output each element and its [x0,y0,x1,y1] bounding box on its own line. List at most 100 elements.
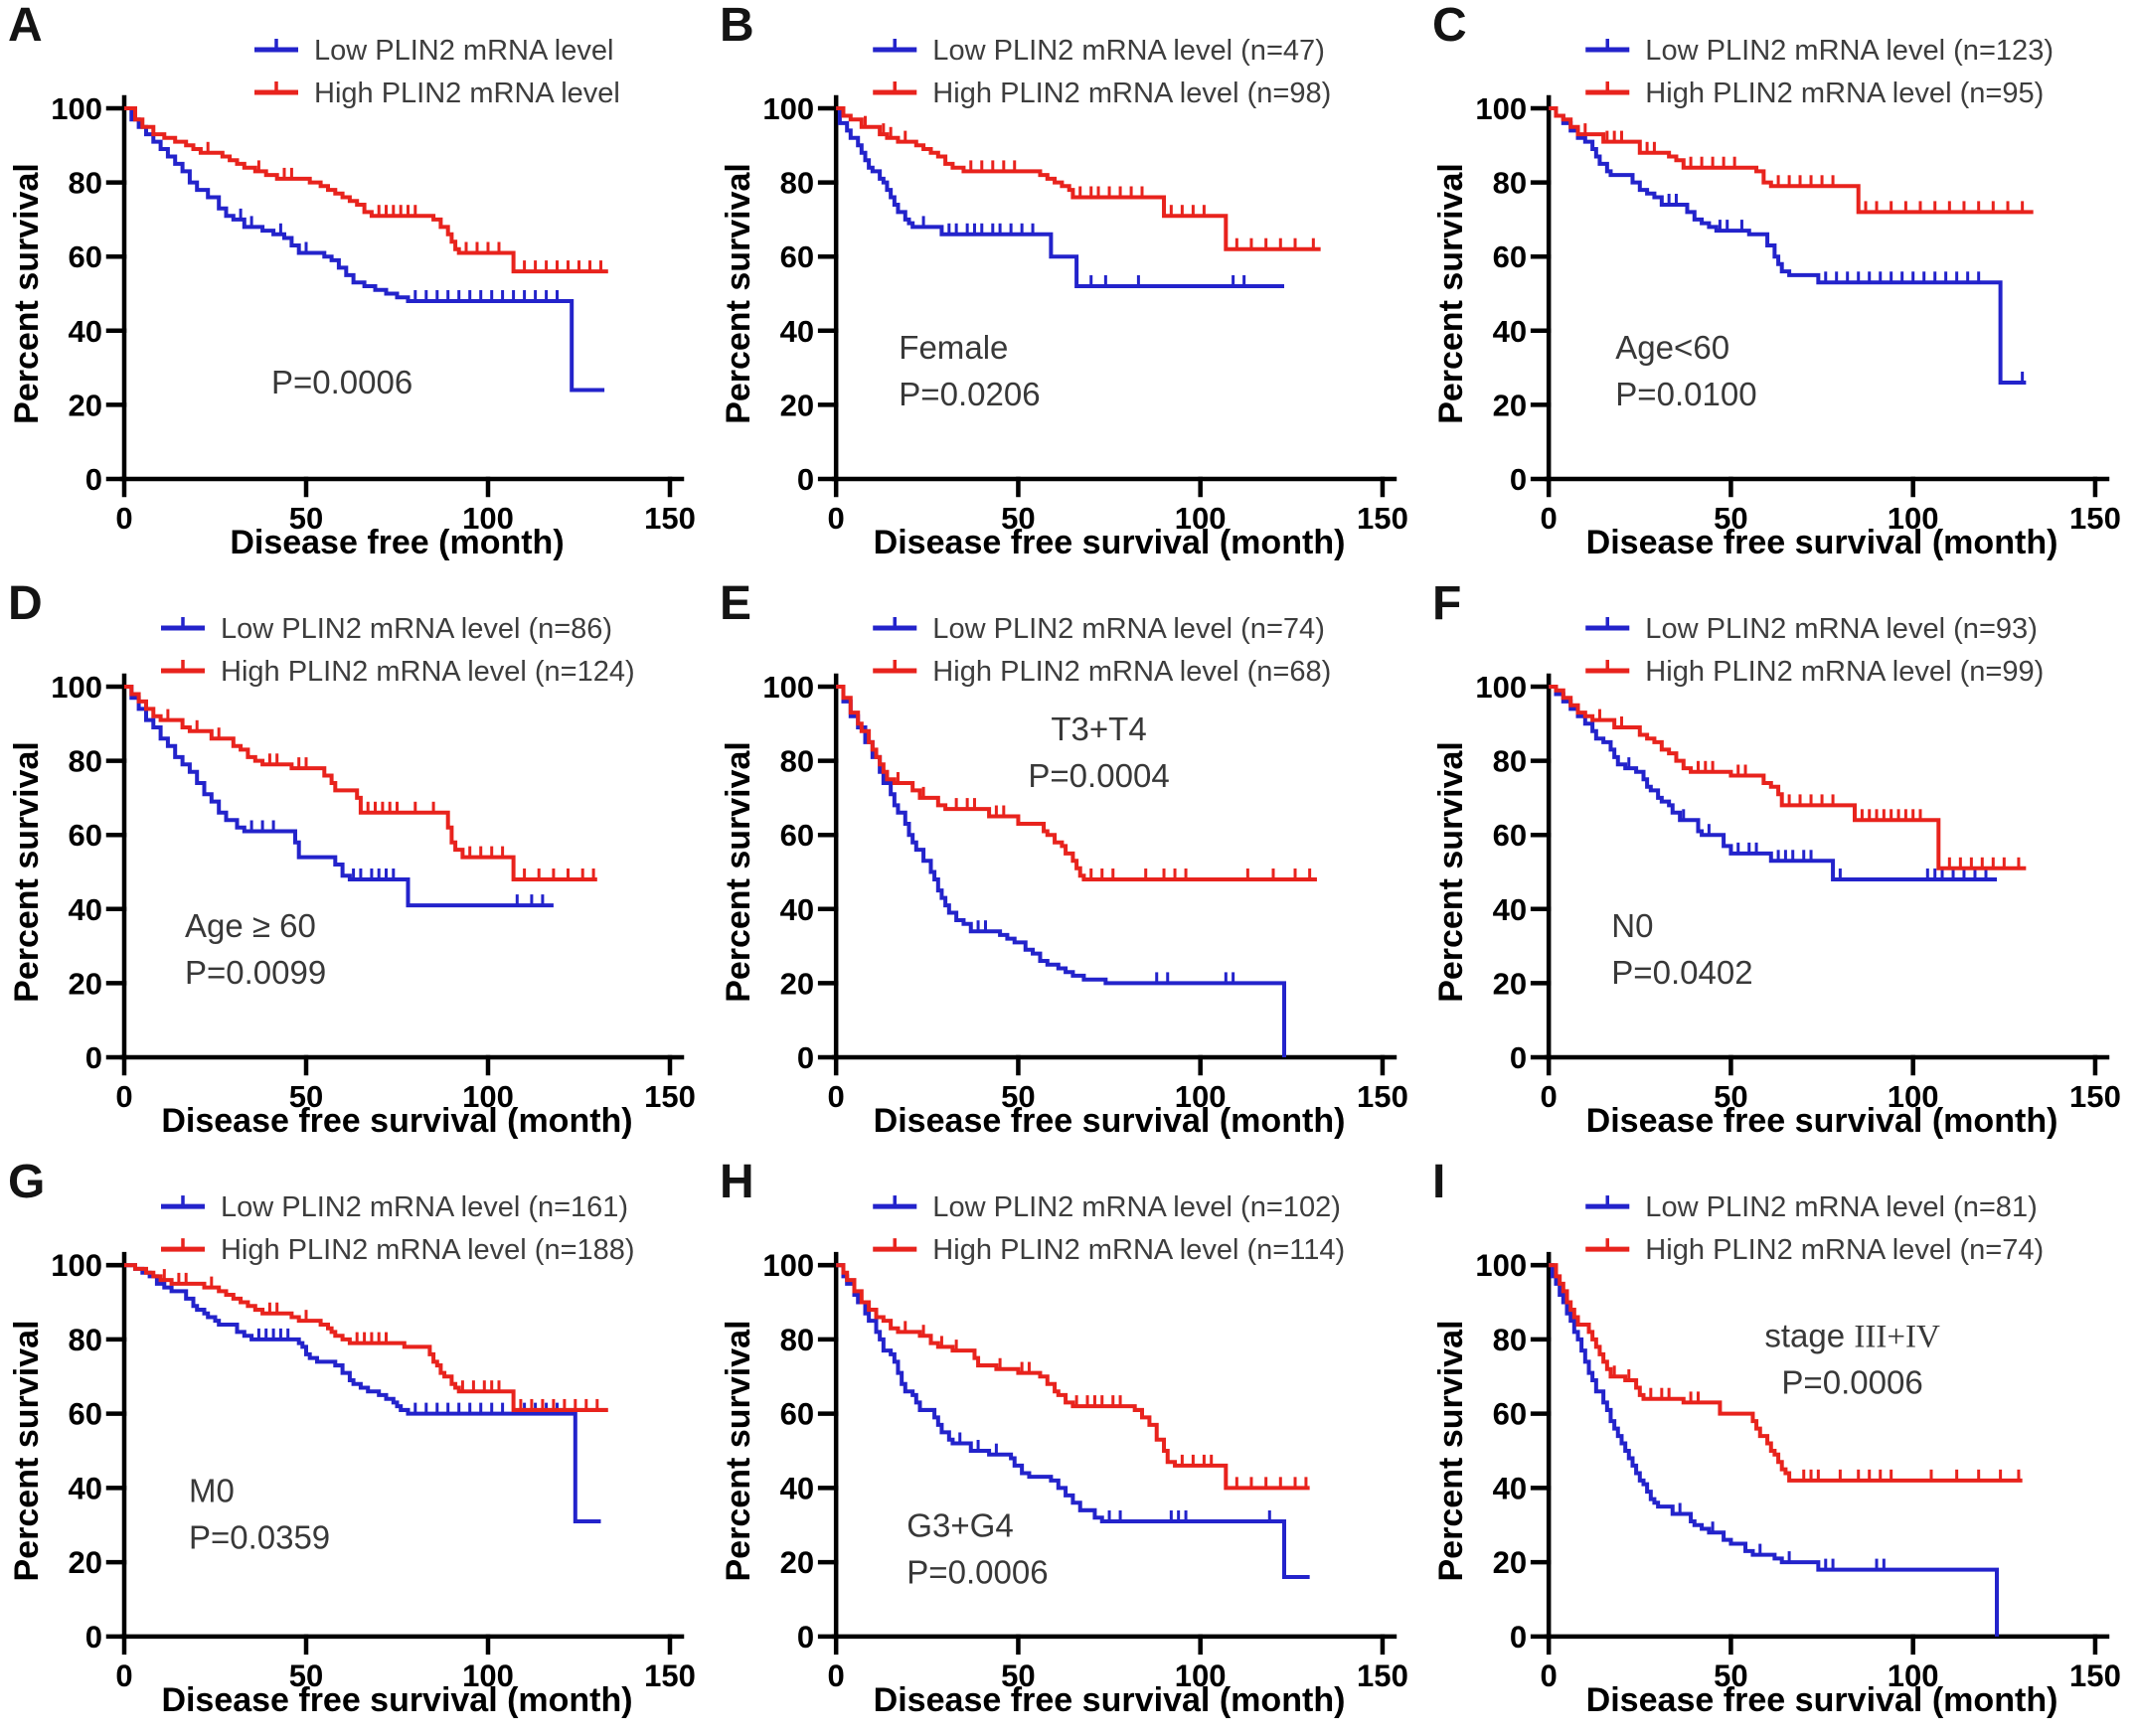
x-tick-label: 150 [644,1658,696,1693]
panel-e: 0 50 100 150 0 20 40 60 80 100 Disease free surviv… [712,578,1424,1157]
legend-item: Low PLIN2 mRNA level (n=123) [1585,35,2054,67]
legend-item: High PLIN2 mRNA level (n=99) [1585,656,2044,688]
y-tick-label: 80 [780,1323,815,1357]
x-tick-label: 0 [828,1079,845,1114]
y-tick-label: 60 [780,818,815,853]
x-tick-label: 50 [289,1079,323,1114]
y-axis-title: Percent survival [1432,1320,1470,1581]
legend-item: Low PLIN2 mRNA level (n=74) [873,613,1325,645]
y-tick-label: 40 [69,892,102,927]
x-tick-label: 100 [462,1079,514,1114]
y-tick-label: 60 [1493,1397,1528,1432]
panel-letter-f: F [1432,578,1462,630]
axes [817,1251,1397,1656]
legend-label: High PLIN2 mRNA level (n=99) [1645,656,2044,688]
y-axis-title: Percent survival [720,1320,757,1581]
y-tick-label: 20 [69,388,102,422]
x-tick-label: 50 [289,501,323,536]
y-tick-label: 20 [1493,388,1528,422]
x-tick-label: 150 [2069,1079,2121,1114]
x-tick-label: 0 [828,1658,845,1693]
y-tick-label: 20 [69,966,102,1001]
x-tick-label: 0 [115,1658,132,1693]
y-tick-label: 100 [762,670,814,705]
legend-label: Low PLIN2 mRNA level (n=161) [221,1191,628,1223]
y-tick-label: 60 [780,1397,815,1432]
x-tick-label: 150 [644,1079,696,1114]
low-series-curve [124,1263,601,1524]
annotation-text: P=0.0006 [271,364,412,400]
y-tick-label: 80 [1493,744,1528,779]
high-series-curve [124,1263,608,1412]
low-series-curve [1549,106,2027,385]
x-axis-title: Disease free survival (month) [874,1681,1346,1719]
y-tick-label: 100 [1475,1248,1527,1283]
panel-letter-h: H [720,1157,754,1208]
x-axis-title: Disease free survival (month) [1586,1102,2058,1140]
panel-d: 0 50 100 150 0 20 40 60 80 100 Disease free surviv… [0,578,712,1157]
panel-a: 0 50 100 150 0 20 40 60 80 100 Disease free (month… [0,0,712,578]
y-tick-label: 80 [1493,1323,1528,1357]
y-axis-title: Percent survival [1432,163,1470,424]
annotation-text: Female [899,329,1008,366]
legend-label: Low PLIN2 mRNA level (n=74) [932,613,1325,645]
legend-item: Low PLIN2 mRNA level [254,35,613,67]
annotation-text: P=0.0006 [906,1555,1048,1592]
x-tick-label: 50 [1001,501,1036,536]
panel-letter-g: G [8,1157,46,1208]
x-tick-label: 0 [1541,1658,1558,1693]
x-tick-label: 150 [1357,501,1408,536]
x-tick-label: 0 [1541,1079,1558,1114]
y-tick-label: 100 [1475,91,1527,126]
y-tick-label: 80 [69,744,102,779]
legend-item: Low PLIN2 mRNA level (n=161) [161,1191,628,1223]
panel-letter-b: B [720,0,754,52]
high-series-curve [836,1263,1310,1491]
y-tick-label: 80 [780,166,815,201]
legend-label: High PLIN2 mRNA level (n=74) [1645,1234,2044,1266]
panel-letter-i: I [1432,1157,1446,1208]
legend-item: High PLIN2 mRNA level (n=114) [873,1234,1345,1266]
y-tick-label: 40 [780,892,815,927]
panel-i: 0 50 100 150 0 20 40 60 80 100 Disease free surviv… [1424,1157,2137,1736]
high-series-curve [1549,685,2027,870]
low-series-curve [836,106,1285,288]
axes [1530,673,2110,1076]
y-tick-label: 0 [1510,1040,1527,1075]
x-axis-title: Disease free survival (month) [1586,524,2058,561]
x-tick-label: 100 [1175,1079,1227,1114]
y-tick-label: 0 [1510,1620,1527,1655]
y-tick-label: 0 [1510,462,1527,497]
legend-label: Low PLIN2 mRNA level (n=93) [1645,613,2038,645]
annotation-text: P=0.0359 [189,1519,330,1556]
y-tick-label: 60 [69,818,102,853]
annotation-text: M0 [189,1473,235,1509]
legend-label: High PLIN2 mRNA level (n=98) [932,78,1331,109]
y-tick-label: 100 [51,1248,102,1283]
panel-f: 0 50 100 150 0 20 40 60 80 100 Disease free surviv… [1424,578,2137,1157]
x-axis-title: Disease free survival (month) [161,1681,632,1719]
axes [105,1251,685,1656]
y-tick-label: 40 [69,314,102,349]
x-axis-title: Disease free (month) [230,524,564,561]
panel-g: 0 50 100 150 0 20 40 60 80 100 Disease free surviv… [0,1157,712,1736]
y-tick-label: 100 [762,1248,814,1283]
x-tick-label: 100 [1888,501,1939,536]
legend-label: High PLIN2 mRNA level (n=188) [221,1234,635,1266]
annotation-text: P=0.0100 [1615,376,1756,412]
panel-letter-e: E [720,578,752,630]
legend-label: Low PLIN2 mRNA level (n=86) [221,613,612,645]
low-series-curve [836,1263,1310,1580]
y-axis-title: Percent survival [8,1320,46,1581]
panel-h: 0 50 100 150 0 20 40 60 80 100 Disease free surviv… [712,1157,1424,1736]
y-axis-title: Percent survival [1432,741,1470,1003]
legend-item: High PLIN2 mRNA level (n=68) [873,656,1331,688]
y-tick-label: 60 [69,1397,102,1432]
annotation-text: stage III+IV [1764,1318,1940,1354]
x-tick-label: 0 [1541,501,1558,536]
annotation-text: P=0.0004 [1028,757,1169,794]
y-tick-label: 40 [780,314,815,349]
